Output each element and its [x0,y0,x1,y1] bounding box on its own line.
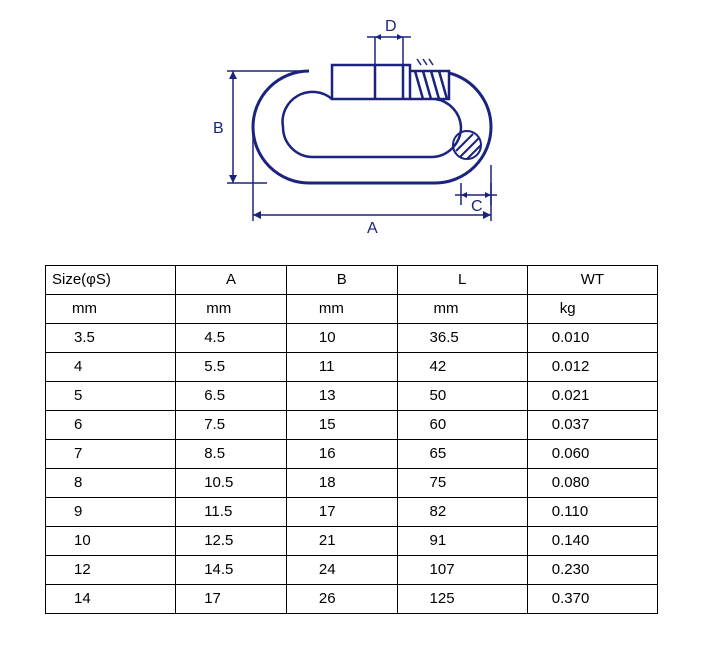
unit-a: mm [176,295,287,324]
quicklink-diagram: D [167,15,537,245]
table-row: 45.511420.012 [46,353,658,382]
cell-b: 24 [286,556,397,585]
dim-label-a: A [367,220,378,237]
cell-l: 36.5 [397,324,527,353]
col-header-size: Size(φS) [46,266,176,295]
cell-wt: 0.230 [527,556,657,585]
table-row: 56.513500.021 [46,382,658,411]
cell-l: 60 [397,411,527,440]
cell-size: 12 [46,556,176,585]
unit-wt: kg [527,295,657,324]
cell-a: 7.5 [176,411,287,440]
cell-b: 21 [286,527,397,556]
cell-l: 91 [397,527,527,556]
cell-size: 8 [46,469,176,498]
table-row: 1214.5241070.230 [46,556,658,585]
cell-a: 8.5 [176,440,287,469]
cell-a: 6.5 [176,382,287,411]
table-unit-row: mm mm mm mm kg [46,295,658,324]
dim-label-d: D [385,18,397,35]
table-row: 3.54.51036.50.010 [46,324,658,353]
table-row: 810.518750.080 [46,469,658,498]
col-header-a: A [176,266,287,295]
cell-wt: 0.037 [527,411,657,440]
diagram-area: D [0,0,703,260]
cell-size: 9 [46,498,176,527]
cell-size: 5 [46,382,176,411]
cell-wt: 0.080 [527,469,657,498]
cell-size: 14 [46,585,176,614]
cell-b: 16 [286,440,397,469]
dim-label-b: B [213,120,224,137]
col-header-b: B [286,266,397,295]
cell-wt: 0.060 [527,440,657,469]
unit-size: mm [46,295,176,324]
cell-l: 107 [397,556,527,585]
cell-a: 12.5 [176,527,287,556]
cell-a: 10.5 [176,469,287,498]
cell-wt: 0.140 [527,527,657,556]
cell-a: 17 [176,585,287,614]
table-row: 67.515600.037 [46,411,658,440]
unit-l: mm [397,295,527,324]
dim-label-c: C [471,198,483,215]
cell-wt: 0.110 [527,498,657,527]
table-row: 1012.521910.140 [46,527,658,556]
cell-l: 82 [397,498,527,527]
table-row: 78.516650.060 [46,440,658,469]
cell-l: 42 [397,353,527,382]
cell-size: 7 [46,440,176,469]
cell-wt: 0.010 [527,324,657,353]
cell-b: 15 [286,411,397,440]
cell-wt: 0.021 [527,382,657,411]
spec-table-area: Size(φS) A B L WT mm mm mm mm kg 3.54.51… [0,260,703,614]
table-row: 1417261250.370 [46,585,658,614]
cell-wt: 0.012 [527,353,657,382]
cell-l: 65 [397,440,527,469]
cell-a: 14.5 [176,556,287,585]
cell-l: 75 [397,469,527,498]
cell-size: 10 [46,527,176,556]
cell-b: 17 [286,498,397,527]
table-row: 911.517820.110 [46,498,658,527]
cell-size: 3.5 [46,324,176,353]
table-body: 3.54.51036.50.01045.511420.01256.513500.… [46,324,658,614]
cell-b: 11 [286,353,397,382]
cell-b: 13 [286,382,397,411]
spec-table: Size(φS) A B L WT mm mm mm mm kg 3.54.51… [45,265,658,614]
cell-a: 5.5 [176,353,287,382]
cell-l: 125 [397,585,527,614]
cell-size: 6 [46,411,176,440]
cell-b: 10 [286,324,397,353]
cell-a: 11.5 [176,498,287,527]
cell-b: 26 [286,585,397,614]
table-header-row: Size(φS) A B L WT [46,266,658,295]
col-header-l: L [397,266,527,295]
cell-size: 4 [46,353,176,382]
cell-b: 18 [286,469,397,498]
cell-wt: 0.370 [527,585,657,614]
col-header-wt: WT [527,266,657,295]
unit-b: mm [286,295,397,324]
cell-a: 4.5 [176,324,287,353]
cell-l: 50 [397,382,527,411]
